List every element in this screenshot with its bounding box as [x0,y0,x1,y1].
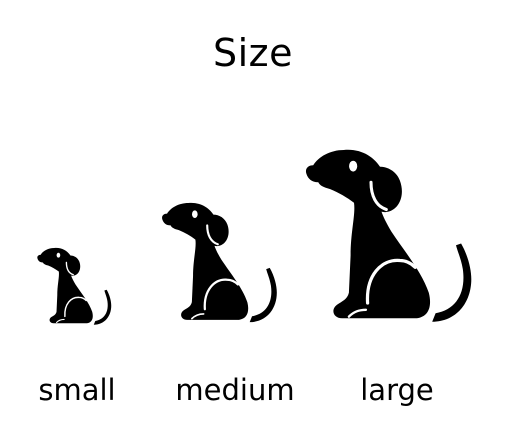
dog-silhouette-icon [160,200,278,324]
label-small: small [38,373,116,407]
dog-silhouette-icon [303,146,473,324]
label-medium: medium [175,373,295,407]
label-large: large [360,373,434,407]
size-title: Size [212,31,293,75]
dog-silhouette-icon [36,246,112,326]
